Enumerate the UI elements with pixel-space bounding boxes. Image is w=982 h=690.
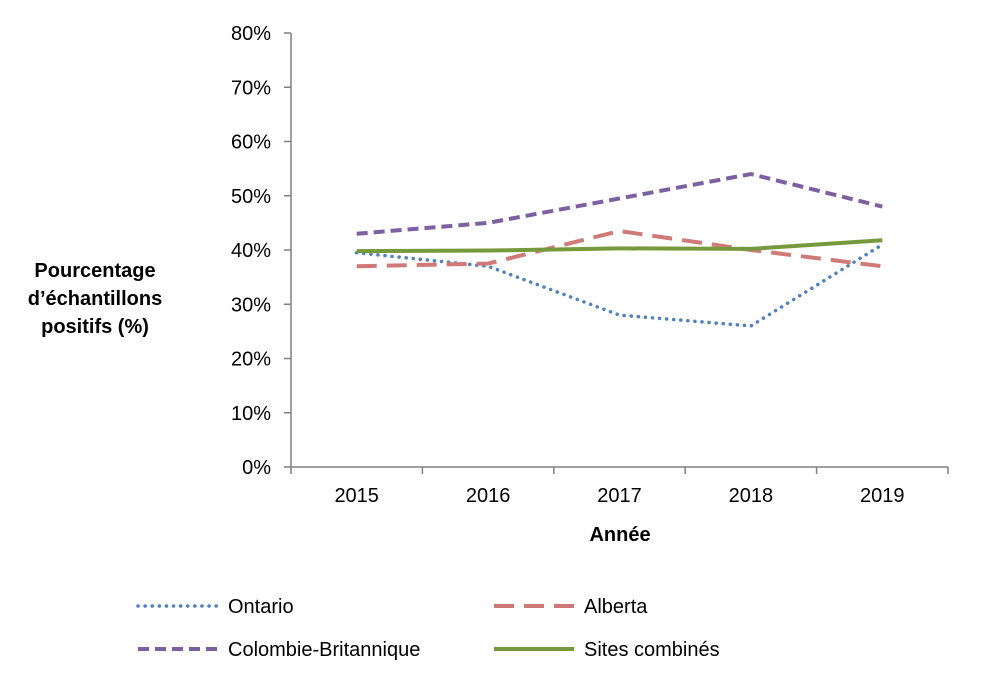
series-layer [354, 172, 885, 328]
legend: Ontario Alberta Colombie-Britannique Sites … [136, 596, 720, 661]
x-tick-label: 2015 [334, 485, 379, 507]
y-tick-label: 30% [231, 294, 271, 316]
series-line-ontario [354, 242, 885, 328]
y-axis-title-line: Pourcentage [34, 260, 155, 282]
y-tick-label: 40% [231, 240, 271, 262]
y-tick-label: 0% [242, 457, 271, 479]
series-line-sites-combin-s [356, 238, 883, 254]
x-axis-ticks: 2015 2016 2017 2018 2019 [290, 467, 949, 507]
y-axis-ticks: 0% 10% 20% 30% 40% 50% 60% 70% 80% [231, 23, 291, 479]
legend-label: Ontario [228, 596, 294, 618]
x-tick-label: 2016 [466, 485, 511, 507]
y-tick-label: 50% [231, 186, 271, 208]
legend-label: Colombie-Britannique [228, 639, 420, 661]
legend-label: Sites combinés [584, 639, 720, 661]
legend-label: Alberta [584, 596, 648, 618]
y-tick-label: 60% [231, 132, 271, 154]
x-tick-label: 2017 [597, 485, 642, 507]
y-tick-label: 20% [231, 349, 271, 371]
y-tick-label: 10% [231, 403, 271, 425]
y-axis-title: Pourcentage d’échantillons positifs (%) [28, 260, 162, 338]
x-tick-label: 2019 [860, 485, 905, 507]
y-axis-title-line: d’échantillons [28, 288, 162, 310]
x-tick-label: 2018 [729, 485, 774, 507]
y-tick-label: 70% [231, 77, 271, 99]
y-axis-title-line: positifs (%) [41, 316, 149, 338]
y-tick-label: 80% [231, 23, 271, 45]
series-line-colombie-britannique [356, 172, 883, 236]
x-axis-title: Année [589, 524, 650, 546]
